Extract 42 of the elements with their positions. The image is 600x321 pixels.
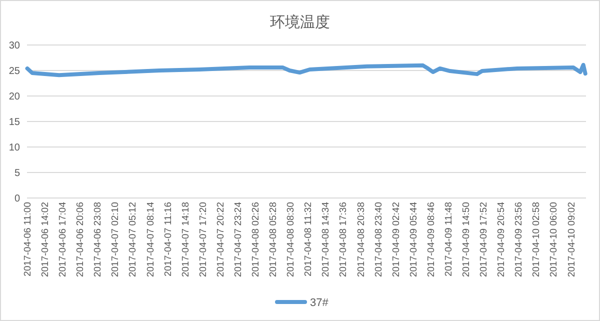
x-tick-label: 2017-04-07 17:20 xyxy=(198,202,209,278)
x-tick-label: 2017-04-06 20:06 xyxy=(75,202,86,278)
y-tick-label: 5 xyxy=(14,168,20,179)
line-series xyxy=(25,62,588,78)
x-tick-label: 2017-04-10 06:00 xyxy=(548,202,560,278)
y-tick-label: 25 xyxy=(8,66,20,77)
x-tick-label: 2017-04-09 14:50 xyxy=(461,202,472,278)
x-tick-label: 2017-04-07 05:12 xyxy=(128,202,139,278)
x-tick-label: 2017-04-09 08:46 xyxy=(426,202,437,278)
x-tick-label: 2017-04-10 02:58 xyxy=(531,202,542,278)
y-tick-label: 0 xyxy=(14,194,20,204)
x-tick-label: 2017-04-06 11:00 xyxy=(22,202,34,276)
x-tick-label: 2017-04-08 02:26 xyxy=(250,202,262,278)
x-tick-label: 2017-04-10 09:02 xyxy=(566,202,578,278)
x-tick-label: 2017-04-06 23:08 xyxy=(92,202,104,278)
x-tick-label: 2017-04-09 23:56 xyxy=(514,202,525,278)
x-tick-label: 2017-04-08 14:34 xyxy=(320,202,332,278)
x-tick-label: 2017-04-07 02:10 xyxy=(110,202,122,278)
x-tick-label: 2017-04-08 05:28 xyxy=(268,202,280,278)
x-tick-label: 2017-04-07 11:16 xyxy=(162,202,174,276)
x-tick-label: 2017-04-06 17:04 xyxy=(58,202,69,278)
x-tick-label: 2017-04-09 17:52 xyxy=(478,202,490,278)
x-tick-label: 2017-04-09 05:44 xyxy=(408,202,420,278)
x-tick-label: 2017-04-08 23:40 xyxy=(373,202,384,278)
x-tick-label: 2017-04-09 20:54 xyxy=(496,202,508,278)
y-tick-label: 10 xyxy=(8,142,20,154)
x-tick-label: 2017-04-08 17:36 xyxy=(338,202,350,278)
x-tick-label: 2017-04-06 14:02 xyxy=(40,202,52,278)
x-tick-label: 2017-04-07 23:24 xyxy=(232,202,244,278)
y-tick-label: 15 xyxy=(8,117,20,128)
x-tick-label: 2017-04-07 20:22 xyxy=(215,202,226,278)
y-tick-label: 20 xyxy=(8,92,20,102)
legend-label: 37# xyxy=(310,297,330,309)
chart-title: 环境温度 xyxy=(270,14,330,31)
x-tick-label: 2017-04-08 20:38 xyxy=(356,202,367,278)
y-tick-label: 30 xyxy=(8,40,20,52)
x-tick-label: 2017-04-08 08:30 xyxy=(286,202,297,278)
x-tick-label: 2017-04-09 11:48 xyxy=(443,202,454,276)
x-tick-label: 2017-04-08 11:32 xyxy=(303,202,314,276)
x-tick-label: 2017-04-09 02:42 xyxy=(390,202,402,278)
x-tick-label: 2017-04-07 14:18 xyxy=(180,202,192,278)
x-tick-label: 2017-04-07 08:14 xyxy=(145,202,156,278)
